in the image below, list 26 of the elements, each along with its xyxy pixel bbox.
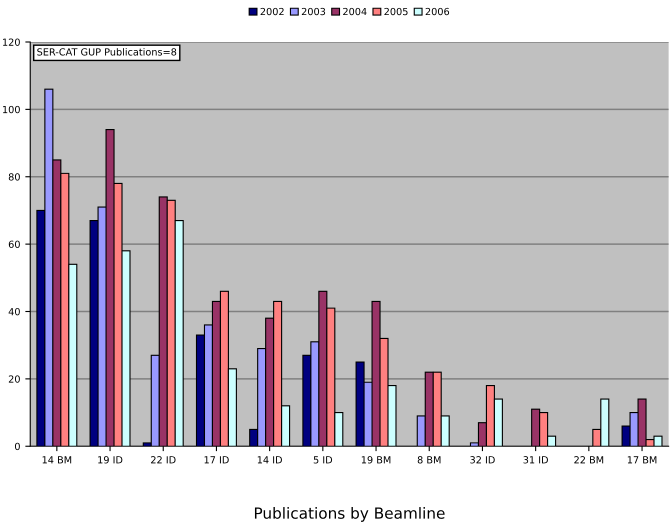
legend-label: 2005 — [384, 8, 408, 16]
legend-label: 2003 — [302, 8, 326, 16]
x-tick-label: 14 ID — [258, 456, 282, 464]
y-tick-label: 120 — [3, 38, 20, 46]
x-tick-label: 17 BM — [628, 456, 656, 464]
y-tick-label: 0 — [14, 442, 20, 450]
annotation: SER-CAT GUP Publications=8 — [37, 48, 176, 56]
x-tick-label: 19 BM — [362, 456, 390, 464]
x-tick-label: 22 BM — [574, 456, 604, 464]
y-tick-label: 100 — [3, 106, 20, 114]
y-tick-label: 40 — [8, 308, 20, 316]
x-tick-label: 32 ID — [470, 456, 495, 464]
x-tick-label: 17 ID — [204, 456, 229, 464]
legend-label: 2004 — [343, 8, 367, 16]
legend-label: 2006 — [426, 8, 450, 16]
x-tick-label: 8 BM — [418, 456, 440, 464]
x-axis-title: Publications by Beamline — [254, 507, 445, 522]
y-tick-label: 20 — [8, 375, 20, 383]
x-tick-label: 22 ID — [151, 456, 176, 464]
y-tick-label: 80 — [8, 173, 20, 181]
y-tick-label: 60 — [8, 240, 20, 248]
x-tick-label: 5 ID — [314, 456, 332, 464]
x-tick-label: 14 BM — [42, 456, 72, 464]
x-tick-label: 31 ID — [523, 456, 548, 464]
x-tick-label: 19 ID — [98, 456, 122, 464]
legend-label: 2002 — [260, 8, 284, 16]
